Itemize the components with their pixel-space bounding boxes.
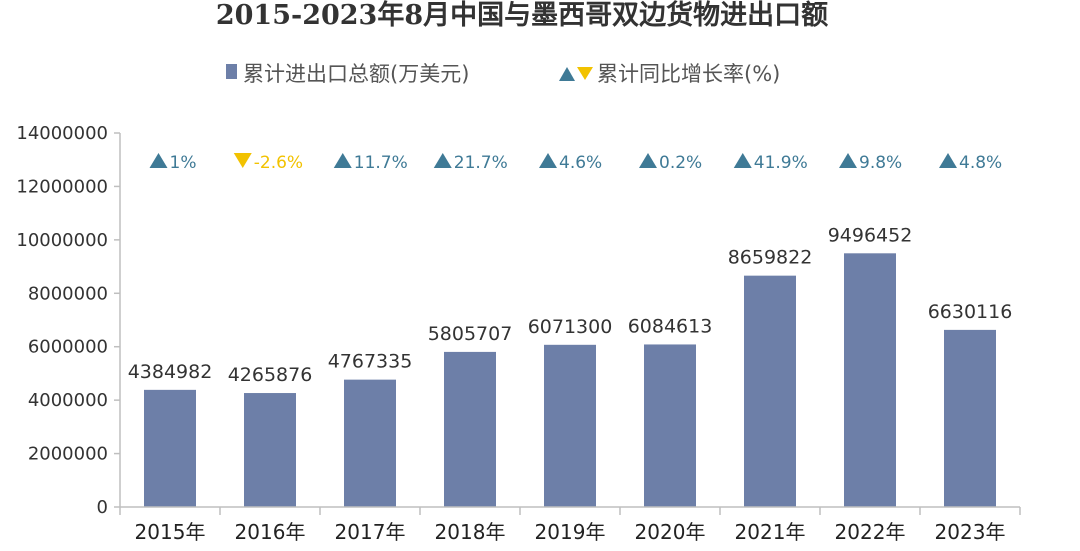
bar bbox=[844, 253, 896, 507]
legend-up-triangle-icon bbox=[559, 67, 575, 81]
value-labels: 4384982 4265876 4767335 5805707 6071300 60846… bbox=[128, 224, 1013, 386]
bar bbox=[144, 389, 196, 507]
bar-value-label: 6084613 bbox=[628, 315, 713, 337]
bar bbox=[644, 344, 696, 507]
growth-up-triangle-icon bbox=[733, 153, 752, 168]
bar-value-label: 6071300 bbox=[528, 316, 613, 338]
bar-value-label: 4384982 bbox=[128, 361, 213, 383]
y-tick-label: 8000000 bbox=[28, 283, 108, 304]
bar bbox=[944, 329, 996, 507]
x-tick-label: 2020年 bbox=[635, 520, 706, 544]
y-tick-label: 14000000 bbox=[16, 123, 108, 144]
x-tick-label: 2015年 bbox=[135, 520, 206, 544]
growth-rate-label: 4.6% bbox=[559, 153, 602, 173]
legend-bar-swatch bbox=[226, 64, 237, 79]
bar bbox=[444, 351, 496, 507]
x-tick-label: 2022年 bbox=[835, 520, 906, 544]
growth-rate-label: -2.6% bbox=[254, 153, 303, 173]
bar-value-label: 9496452 bbox=[828, 224, 913, 246]
y-tick-label: 10000000 bbox=[16, 230, 108, 251]
x-tick-label: 2023年 bbox=[935, 520, 1006, 544]
growth-labels: 1% -2.6% 11.7% 21.7% 4.6% 0.2% 41.9% 9.8% 4.8% bbox=[149, 153, 1002, 173]
growth-up-triangle-icon bbox=[333, 153, 352, 168]
growth-up-triangle-icon bbox=[939, 153, 957, 168]
growth-up-triangle-icon bbox=[149, 153, 168, 168]
bar-value-label: 8659822 bbox=[728, 247, 813, 269]
chart-title: 2015-2023年8月中国与墨西哥双边货物进出口额 bbox=[216, 0, 828, 31]
growth-down-triangle-icon bbox=[233, 153, 252, 168]
x-axis: 2015年 2016年 2017年 2018年 2019年 2020年 2021年 2022年… bbox=[119, 506, 1021, 544]
growth-rate-label: 9.8% bbox=[859, 153, 902, 173]
growth-rate-label: 1% bbox=[170, 153, 197, 173]
x-tick-label: 2018年 bbox=[435, 520, 506, 544]
growth-rate-label: 0.2% bbox=[659, 153, 702, 173]
legend-growth-label: 累计同比增长率(%) bbox=[597, 62, 780, 86]
legend: 累计进出口总额(万美元) 累计同比增长率(%) bbox=[226, 62, 780, 86]
x-tick-label: 2019年 bbox=[535, 520, 606, 544]
y-tick-label: 4000000 bbox=[28, 390, 108, 411]
bars bbox=[144, 253, 996, 507]
bar bbox=[244, 393, 296, 507]
bar-value-label: 4767335 bbox=[328, 351, 413, 373]
legend-down-triangle-icon bbox=[577, 67, 593, 80]
bar-value-label: 4265876 bbox=[228, 364, 313, 386]
bar bbox=[344, 379, 396, 507]
growth-rate-label: 21.7% bbox=[454, 153, 508, 173]
growth-up-triangle-icon bbox=[639, 153, 657, 168]
growth-up-triangle-icon bbox=[839, 153, 857, 168]
x-tick-label: 2017年 bbox=[335, 520, 406, 544]
y-axis: 0 2000000 4000000 6000000 8000000 10000000 120… bbox=[16, 123, 121, 518]
growth-up-triangle-icon bbox=[433, 153, 452, 168]
x-tick-label: 2021年 bbox=[735, 520, 806, 544]
y-tick-label: 0 bbox=[97, 497, 108, 518]
bar-value-label: 5805707 bbox=[428, 323, 513, 345]
y-tick-label: 2000000 bbox=[28, 444, 108, 465]
legend-bar-label: 累计进出口总额(万美元) bbox=[243, 62, 469, 86]
growth-rate-label: 11.7% bbox=[354, 153, 408, 173]
x-tick-label: 2016年 bbox=[235, 520, 306, 544]
growth-rate-label: 4.8% bbox=[959, 153, 1002, 173]
bar-value-label: 6630116 bbox=[928, 301, 1013, 323]
y-tick-label: 12000000 bbox=[16, 176, 108, 197]
growth-up-triangle-icon bbox=[539, 153, 557, 168]
bar bbox=[544, 344, 596, 507]
growth-rate-label: 41.9% bbox=[754, 153, 808, 173]
y-tick-label: 6000000 bbox=[28, 337, 108, 358]
bar bbox=[744, 275, 796, 507]
